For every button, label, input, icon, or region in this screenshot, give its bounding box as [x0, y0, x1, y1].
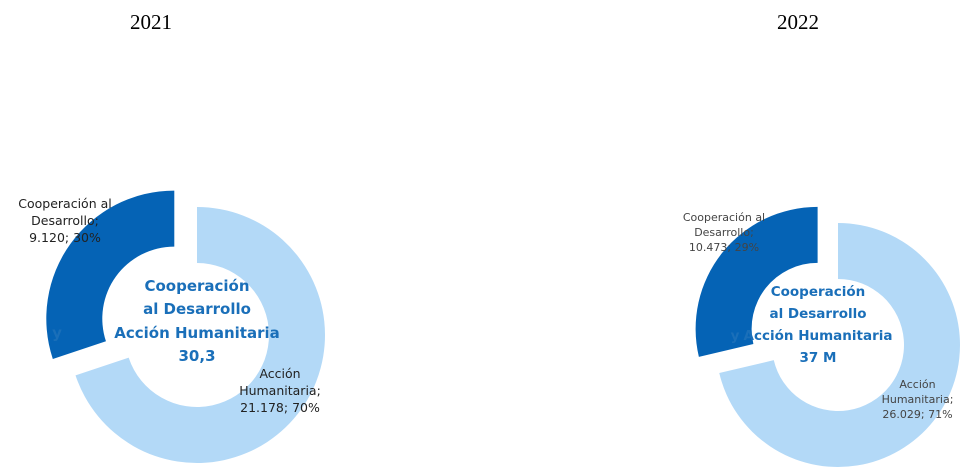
center-text: y	[730, 328, 740, 344]
separator: ;	[949, 392, 954, 406]
separator: ;	[727, 240, 735, 254]
center-text: 37 M	[799, 350, 837, 366]
value-label: 26.029	[882, 407, 921, 421]
percentage-label: 30%	[73, 229, 101, 245]
donut-slice	[719, 223, 961, 467]
center-text: 30,3	[178, 347, 216, 365]
category-label: Acción Humanitaria	[881, 378, 950, 406]
value-label: 10.473	[688, 240, 728, 254]
chart-title: 2021	[130, 10, 172, 34]
data-label: Acción Humanitaria; 26.029; 71%	[870, 378, 961, 423]
data-label: Cooperación al Desarrollo; 10.473; 29%	[676, 211, 772, 256]
chart-title: 2022	[777, 10, 819, 34]
separator: ;	[283, 399, 293, 415]
separator: ;	[750, 225, 754, 239]
percentage-label: 71%	[928, 407, 953, 421]
category-label: Cooperación al Desarrollo	[18, 196, 112, 228]
value-label: 9.120	[29, 229, 65, 245]
center-text: al Desarrollo	[769, 306, 867, 322]
category-label: Acción Humanitaria	[239, 366, 317, 398]
separator: ;	[64, 229, 74, 245]
separator: ;	[920, 407, 929, 421]
center-text: Acción Humanitaria	[743, 328, 893, 344]
center-text: Cooperación	[770, 284, 866, 300]
data-label: Acción Humanitaria; 21.178; 70%	[225, 366, 335, 417]
center-text: Acción Humanitaria	[114, 324, 280, 342]
category-label: Cooperación al Desarrollo	[682, 211, 766, 239]
center-text: y	[52, 324, 62, 342]
center-text: al Desarrollo	[143, 300, 251, 318]
center-text: Cooperación	[144, 277, 250, 295]
percentage-label: 29%	[734, 240, 760, 254]
separator: ;	[94, 212, 99, 228]
percentage-label: 70%	[292, 399, 320, 415]
donut-slice	[695, 206, 818, 357]
data-label: Cooperación al Desarrollo; 9.120; 30%	[10, 196, 120, 247]
donut-slice	[46, 190, 175, 359]
donut-slice	[75, 207, 325, 463]
separator: ;	[316, 382, 321, 398]
value-label: 21.178	[240, 399, 284, 415]
